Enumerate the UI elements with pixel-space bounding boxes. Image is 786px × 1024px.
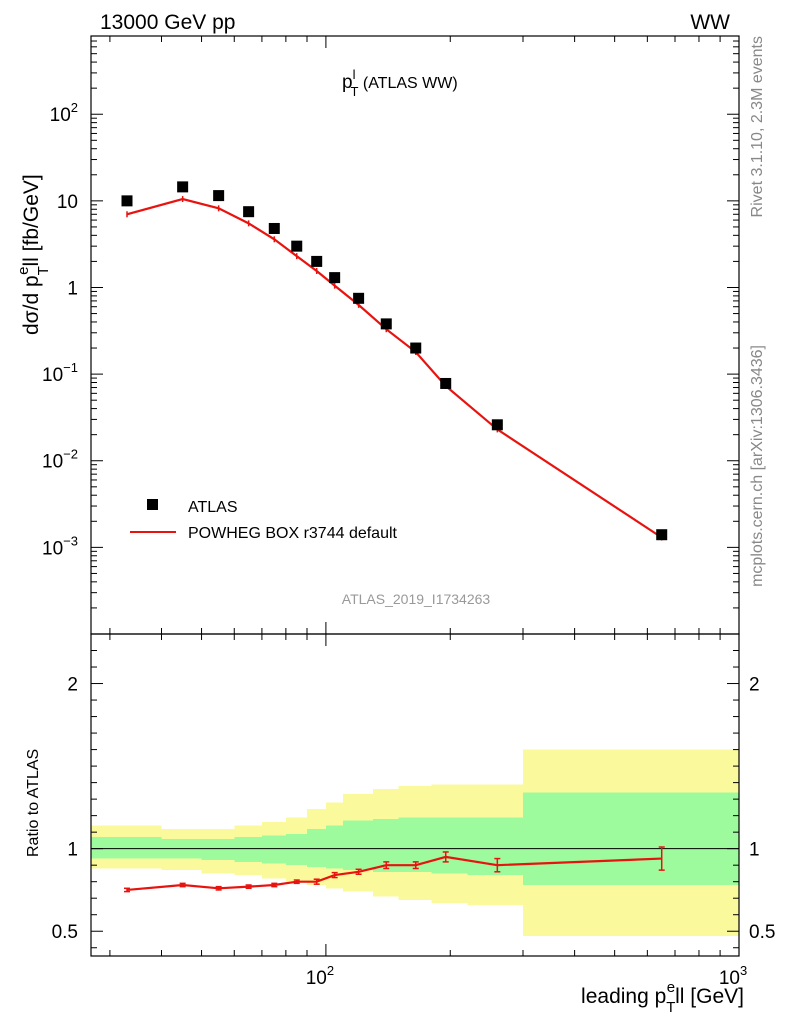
- data-point: [440, 377, 452, 389]
- main-ylabel-a: dσ/d p: [20, 275, 43, 335]
- main-frame: [90, 35, 740, 635]
- y-tick-label: 102: [50, 100, 78, 126]
- y-tick-label: 10−1: [42, 360, 78, 386]
- ratio-xlabel-b: ll [GeV]: [675, 985, 744, 1008]
- data-point: [353, 292, 365, 304]
- main-ylabel-b: ll [fb/GeV]: [20, 174, 43, 266]
- main-title-rest: (ATLAS WW): [358, 75, 457, 92]
- data-point: [656, 529, 668, 541]
- data-point: [329, 272, 341, 284]
- ratio-band-inner: [523, 792, 739, 885]
- x-tick-label: 103: [719, 963, 747, 989]
- ratio-band-inner: [307, 828, 326, 867]
- side-label-top: Rivet 3.1.10, 2.3M events: [749, 36, 766, 217]
- analysis-watermark: ATLAS_2019_I1734263: [342, 591, 491, 607]
- ratio-series-line: [126, 855, 662, 892]
- y-tick-label: 10−3: [42, 533, 78, 559]
- ratio-y-tick-label-right: 2: [749, 675, 760, 696]
- ratio-band-inner: [343, 820, 373, 871]
- main-title-p: p: [342, 72, 353, 93]
- ratio-band-inner: [325, 825, 344, 869]
- main-title: pl T (ATLAS WW): [342, 67, 458, 99]
- ratio-y-tick-label-right: 1: [749, 840, 760, 861]
- data-point: [380, 318, 392, 330]
- ratio-band-inner: [261, 835, 286, 864]
- y-tick-label: 1: [67, 278, 78, 299]
- ratio-ylabel: Ratio to ATLAS: [25, 749, 42, 857]
- data-point: [311, 255, 323, 267]
- data-point: [121, 195, 133, 207]
- ratio-xlabel-a: leading p: [581, 985, 666, 1008]
- side-label-bottom: mcplots.cern.ch [arXiv:1306.3436]: [749, 345, 766, 587]
- main-title-sup: l: [353, 67, 356, 82]
- legend-data-marker: [147, 499, 158, 510]
- ratio-band-inner: [91, 837, 162, 859]
- ratio-y-tick-label: 2: [67, 675, 78, 696]
- ratio-frame: [90, 633, 740, 957]
- ratio-xlabel-sup: e: [667, 979, 675, 996]
- ratio-band-inner: [234, 837, 262, 862]
- ratio-xlabel: leading pTell [GeV]: [581, 979, 744, 1016]
- ratio-y-tick-label: 1: [67, 840, 78, 861]
- data-point: [243, 206, 255, 218]
- y-tick-label: 10: [57, 192, 78, 213]
- main-ylabel-sub: T: [35, 266, 52, 275]
- header-left: 13000 GeV pp: [100, 11, 235, 34]
- ratio-band-inner: [201, 838, 235, 861]
- legend: ATLAS POWHEG BOX r3744 default: [130, 499, 398, 542]
- ratio-band-inner: [467, 817, 523, 876]
- y-tick-label: 10−2: [42, 447, 78, 473]
- ratio-xlabel-sub: T: [666, 999, 675, 1016]
- data-point: [291, 240, 303, 252]
- mc-series-line: [126, 197, 663, 539]
- data-point: [268, 222, 280, 234]
- data-point: [491, 419, 503, 431]
- chart-layer: 102 103 10−3 10−2 10−1 1 10 102 0.5 0.5 1 1 2 2: [42, 35, 775, 989]
- header-right: WW: [690, 11, 730, 34]
- ratio-y-tick-label: 0.5: [52, 922, 78, 943]
- legend-data-label: ATLAS: [188, 499, 238, 516]
- data-point: [410, 342, 422, 354]
- ratio-y-tick-label-right: 0.5: [749, 922, 775, 943]
- data-point: [213, 190, 225, 202]
- legend-mc-label: POWHEG BOX r3744 default: [188, 525, 398, 542]
- ratio-band-inner: [285, 833, 307, 866]
- main-ylabel-sup: e: [15, 266, 32, 274]
- data-point: [177, 181, 189, 193]
- main-ylabel: dσ/d pTell [fb/GeV]: [15, 174, 52, 335]
- x-tick-label: 102: [306, 963, 334, 989]
- main-title-sub: T: [350, 84, 358, 99]
- ratio-band-inner: [431, 817, 468, 874]
